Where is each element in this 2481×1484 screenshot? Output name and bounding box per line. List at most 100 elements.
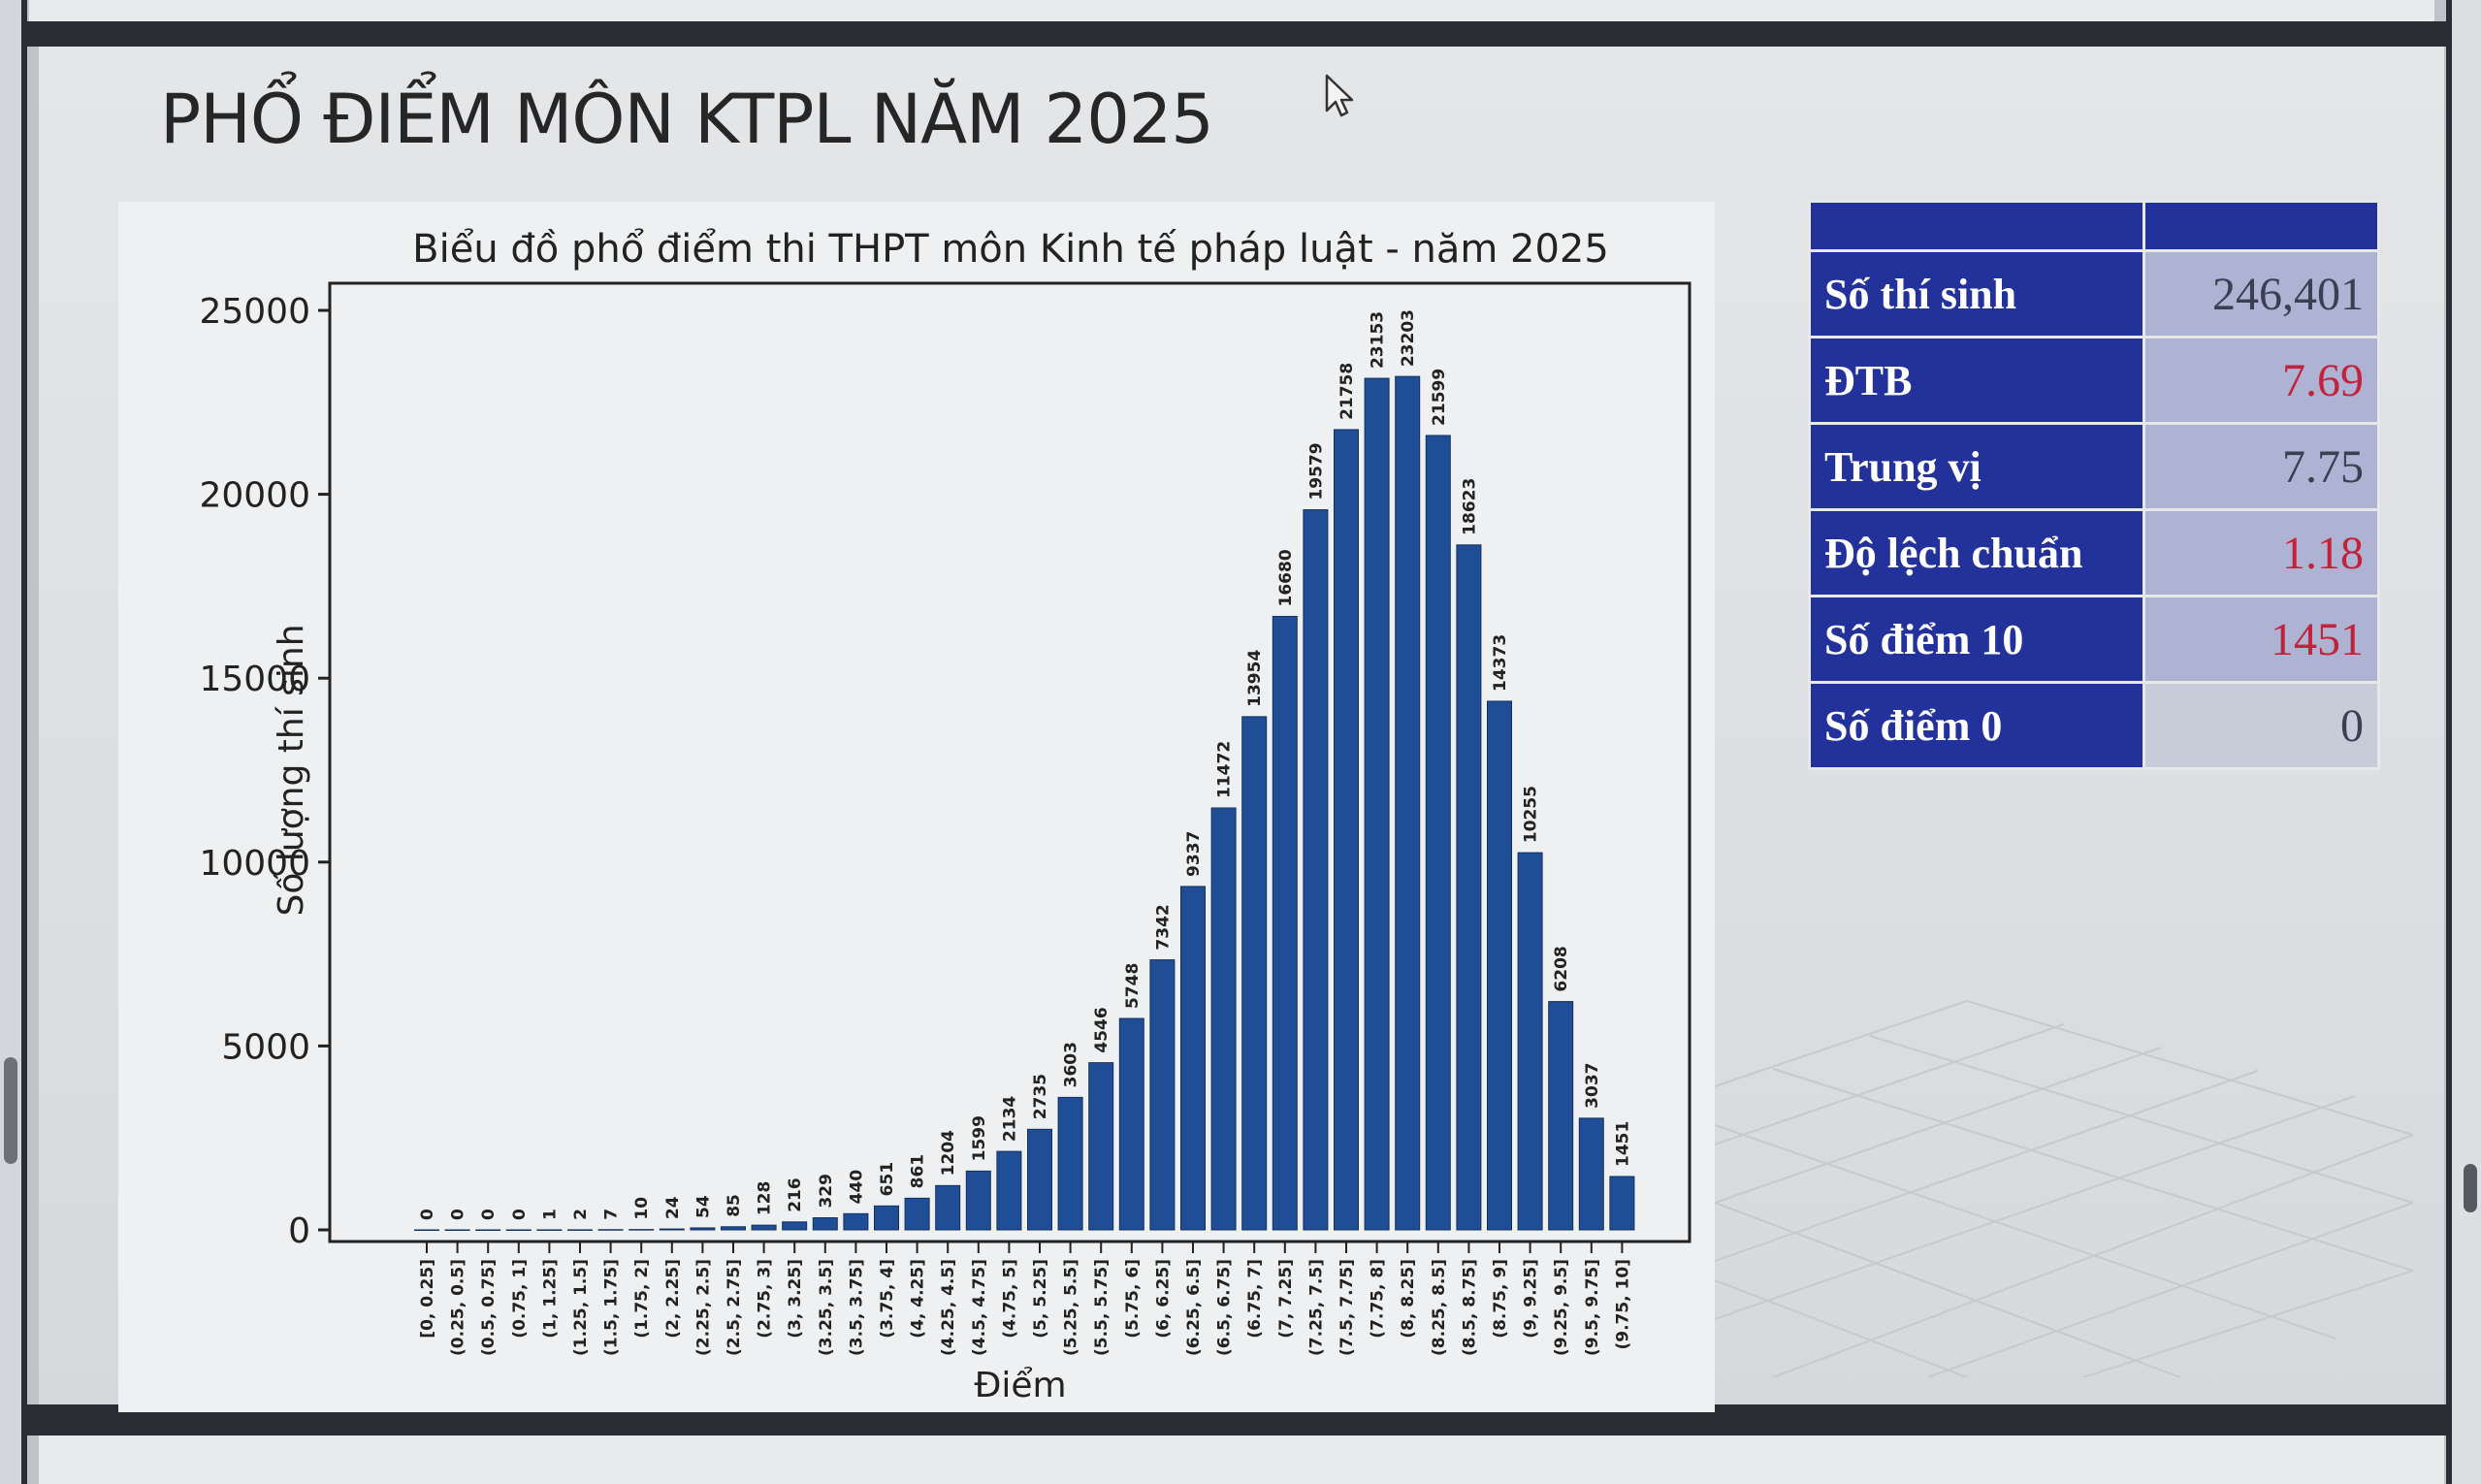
stats-value: 1451 <box>2143 595 2380 684</box>
bar-value-label: 21599 <box>1430 369 1449 426</box>
bar-value-label: 13954 <box>1245 650 1265 707</box>
bar-value-label: 651 <box>878 1162 897 1197</box>
x-tick-label: (3, 3.25] <box>786 1259 805 1339</box>
stats-row: Trung vị 7.75 <box>1808 422 2380 511</box>
bar-value-label: 216 <box>786 1178 805 1212</box>
x-tick-label: (0.75, 1] <box>510 1259 530 1339</box>
bar <box>721 1226 746 1231</box>
bar <box>628 1229 655 1231</box>
x-tick-label: (5, 5.25] <box>1031 1259 1050 1339</box>
x-tick-label: (8.25, 8.5] <box>1430 1259 1449 1356</box>
bar <box>597 1229 624 1231</box>
bar <box>1456 544 1482 1231</box>
bar-value-label: 861 <box>909 1154 928 1189</box>
bar-value-label: 1599 <box>970 1115 989 1161</box>
bar-value-label: 329 <box>817 1174 836 1209</box>
y-tick-label: 5000 <box>221 1027 310 1067</box>
bar-value-label: 6208 <box>1552 946 1571 991</box>
stats-row: Số điểm 10 1451 <box>1808 595 2380 684</box>
x-tick-label: (7.75, 8] <box>1369 1259 1388 1339</box>
bar-value-label: 21758 <box>1337 363 1357 420</box>
x-tick-label: (1.5, 1.75] <box>602 1259 622 1356</box>
stats-label: Số điểm 10 <box>1808 595 2145 684</box>
bar <box>475 1229 501 1231</box>
x-tick-label: (4.5, 4.75] <box>970 1259 989 1356</box>
y-axis-label: Số lượng thí sinh <box>272 624 311 916</box>
x-tick-label: (0.5, 0.75] <box>479 1259 499 1356</box>
bar <box>567 1229 593 1231</box>
bar-value-label: 3037 <box>1583 1063 1602 1109</box>
right-frame <box>2446 0 2481 1484</box>
bar-value-label: 4546 <box>1092 1007 1112 1052</box>
bar-value-label: 11472 <box>1215 741 1235 798</box>
x-tick-label: (8.5, 8.75] <box>1460 1259 1479 1356</box>
bar <box>1149 959 1176 1231</box>
x-tick-label: (5.75, 6] <box>1123 1259 1143 1339</box>
x-tick-label: (2.25, 2.5] <box>693 1259 713 1356</box>
bar-value-label: 23153 <box>1369 311 1388 369</box>
bar <box>751 1224 777 1231</box>
bar-value-label: 2735 <box>1031 1074 1050 1119</box>
bar-value-label: 0 <box>418 1209 437 1220</box>
x-tick-label: (1, 1.25] <box>540 1259 560 1339</box>
chart-panel: Biểu đồ phổ điểm thi THPT môn Kinh tế ph… <box>118 202 1715 1412</box>
bar-value-label: 10 <box>632 1197 652 1220</box>
x-tick-label: (7, 7.25] <box>1276 1259 1296 1339</box>
x-tick-label: (8, 8.25] <box>1399 1259 1418 1339</box>
bar-value-label: 7342 <box>1153 904 1173 950</box>
y-axis: 0 5000 10000 15000 20000 25000 <box>199 292 330 1251</box>
bar-value-label: 1451 <box>1613 1121 1632 1167</box>
x-tick-label: (3.25, 3.5] <box>817 1259 836 1356</box>
stats-value: 7.69 <box>2143 336 2380 425</box>
bar-value-label: 24 <box>663 1196 683 1219</box>
bar-value-label: 54 <box>693 1195 713 1218</box>
x-tick-label: (4.75, 5] <box>1000 1259 1019 1339</box>
stats-header-cell <box>1808 200 2145 252</box>
bar <box>1118 1017 1144 1231</box>
stats-label: Độ lệch chuẩn <box>1808 508 2145 597</box>
histogram-chart: Biểu đồ phổ điểm thi THPT môn Kinh tế ph… <box>199 227 1692 1405</box>
x-axis: [0, 0.25] (0.25, 0.5] (0.5, 0.75] (0.75, 1]… <box>418 1242 1632 1356</box>
x-tick-label: (9.5, 9.75] <box>1583 1259 1602 1356</box>
stats-value: 246,401 <box>2143 249 2380 339</box>
bar-value-label: 23203 <box>1399 309 1418 367</box>
bar-value-label: 7 <box>602 1209 622 1220</box>
x-tick-label: (0.25, 0.5] <box>449 1259 468 1356</box>
bar <box>935 1184 961 1231</box>
stats-value: 7.75 <box>2143 422 2380 511</box>
bar-value-label: 0 <box>510 1209 530 1220</box>
x-tick-label: (6.75, 7] <box>1245 1259 1265 1339</box>
bar <box>1334 429 1359 1231</box>
stats-row: Số thí sinh 246,401 <box>1808 249 2380 339</box>
left-scrollbar-thumb[interactable] <box>4 1057 17 1164</box>
bar-value-label: 3603 <box>1062 1042 1081 1087</box>
next-slide-edge <box>39 1436 2444 1484</box>
stats-label: Trung vị <box>1808 422 2145 511</box>
bar <box>690 1227 716 1231</box>
bar-value-label: 440 <box>847 1170 866 1205</box>
y-tick-label: 10000 <box>199 844 310 884</box>
bar-value-label: 9337 <box>1184 831 1204 877</box>
stats-label: ĐTB <box>1808 336 2145 425</box>
bar-value-labels: 0 0 0 0 1 2 7 10 24 54 85 128 216 329 440 651 861 1204 159… <box>418 309 1632 1220</box>
bar <box>1517 852 1543 1231</box>
bar-value-label: 18623 <box>1460 478 1479 535</box>
top-slide-edge <box>29 0 2434 21</box>
bar <box>444 1229 470 1231</box>
bar <box>659 1228 685 1231</box>
bar-value-label: 16680 <box>1276 549 1296 606</box>
bar-value-label: 0 <box>479 1209 499 1220</box>
bar <box>1487 700 1512 1231</box>
x-tick-label: (9.75, 10] <box>1613 1259 1632 1350</box>
x-tick-label: (5.5, 5.75] <box>1092 1259 1112 1356</box>
bar-value-label: 1204 <box>939 1130 958 1176</box>
x-tick-label: [0, 0.25] <box>418 1259 437 1339</box>
bar-value-label: 19579 <box>1306 442 1326 500</box>
x-tick-label: (2.5, 2.75] <box>725 1259 744 1356</box>
bar <box>1241 716 1268 1231</box>
bar <box>904 1197 930 1231</box>
bars <box>414 375 1635 1231</box>
right-scrollbar-thumb[interactable] <box>2464 1164 2477 1212</box>
stats-table: Số thí sinh 246,401 ĐTB 7.69 Trung vị 7.75 Độ … <box>1808 200 2380 770</box>
bar <box>1180 886 1206 1231</box>
